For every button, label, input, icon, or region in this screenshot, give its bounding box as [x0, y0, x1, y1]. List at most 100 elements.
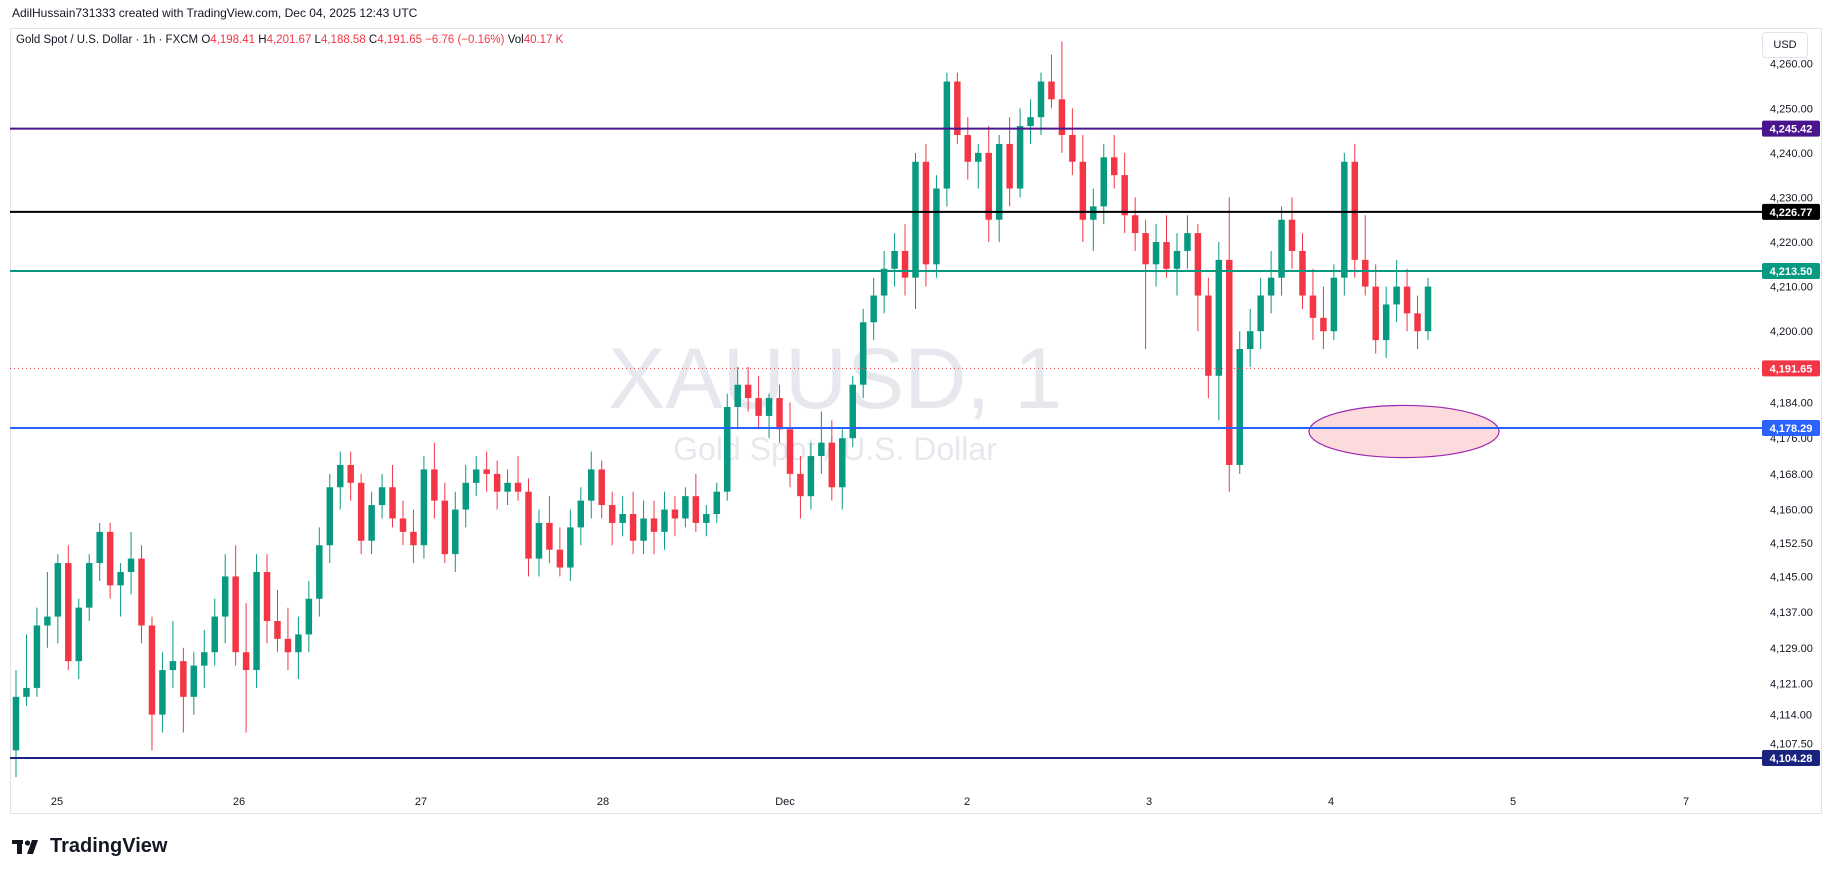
y-tick-label: 4,230.00: [1770, 192, 1813, 204]
candle-body: [1267, 277, 1275, 296]
tradingview-logo-icon: [12, 839, 38, 854]
candle-body: [713, 491, 721, 515]
x-tick-label: 4: [1328, 796, 1334, 808]
symbol-legend: Gold Spot / U.S. Dollar · 1h · FXCM O 4,1…: [16, 34, 563, 46]
candle-body: [661, 509, 668, 532]
candle-body: [295, 634, 302, 653]
candle-body: [1079, 161, 1087, 220]
candle-body: [504, 482, 511, 492]
candle-body: [305, 598, 313, 635]
candle-body: [744, 384, 752, 399]
candle-body: [441, 500, 449, 555]
level-price-label: 4,226.77: [1770, 207, 1813, 219]
close-value: 4,191.65: [377, 34, 422, 46]
y-tick-label: 4,210.00: [1770, 282, 1813, 294]
candle-body: [96, 531, 103, 564]
candle-body: [912, 161, 919, 278]
candle-body: [1069, 135, 1076, 162]
candle-body: [1215, 259, 1223, 376]
candle-body: [525, 491, 532, 559]
candle-body: [242, 652, 250, 671]
y-tick-label: 4,152.50: [1770, 538, 1813, 550]
y-tick-label: 4,200.00: [1770, 326, 1813, 338]
candle-body: [44, 616, 51, 626]
candle-body: [556, 549, 564, 568]
symbol-name[interactable]: Gold Spot / U.S. Dollar · 1h · FXCM: [16, 34, 199, 46]
x-tick-label: 25: [51, 796, 63, 808]
candle-body: [221, 576, 229, 617]
candle-body: [106, 531, 114, 586]
candle-body: [954, 81, 961, 136]
candle-body: [650, 518, 658, 532]
candle-body: [201, 652, 208, 666]
candle-body: [619, 514, 626, 523]
candle-body: [514, 482, 522, 492]
candle-body: [1424, 286, 1432, 332]
candle-body: [901, 250, 909, 278]
candle-body: [818, 442, 825, 457]
high-label: H: [258, 34, 267, 46]
candle-body: [535, 522, 543, 559]
candle-body: [985, 152, 992, 220]
candle-body: [1382, 304, 1390, 341]
candle-body: [316, 545, 323, 599]
candle-body: [1351, 161, 1359, 260]
candle-body: [347, 464, 354, 483]
tradingview-brand[interactable]: TradingView: [12, 835, 167, 858]
highlight-ellipse: [1308, 404, 1500, 459]
candle-body: [211, 616, 218, 653]
level-price-badge: [1762, 120, 1820, 137]
candle-body: [12, 696, 20, 751]
candle-body: [1299, 250, 1306, 296]
candle-body: [828, 442, 836, 488]
level-price-label: 4,213.50: [1770, 266, 1813, 278]
y-tick-label: 4,168.00: [1770, 469, 1813, 481]
candle-body: [1403, 286, 1411, 314]
chart-credit: AdilHussain731333 created with TradingVi…: [12, 6, 418, 20]
candle-body: [692, 496, 700, 523]
x-tick-label: 3: [1146, 796, 1152, 808]
candle-body: [1152, 242, 1160, 265]
last-price-badge: [1762, 360, 1820, 377]
candle-body: [1184, 233, 1191, 251]
candle-body: [159, 670, 166, 715]
candle-body: [336, 464, 344, 488]
candle-body: [452, 509, 459, 555]
currency-selector[interactable]: USD: [1762, 32, 1808, 58]
candle-body: [1163, 242, 1170, 269]
candle-body: [786, 429, 794, 474]
candle-body: [431, 469, 438, 501]
y-tick-label: 4,121.00: [1770, 678, 1813, 690]
x-tick-label: 5: [1510, 796, 1516, 808]
candle-body: [85, 563, 93, 608]
candle-body: [1246, 331, 1254, 350]
candle-body: [410, 531, 417, 546]
open-label: O: [201, 34, 211, 46]
level-price-badge: [1762, 420, 1820, 437]
candle-body: [964, 135, 972, 162]
y-tick-label: 4,220.00: [1770, 237, 1813, 249]
candle-body: [870, 295, 877, 323]
candle-body: [190, 665, 198, 697]
candle-body: [640, 518, 647, 541]
candle-body: [598, 469, 605, 506]
candle-body: [1226, 259, 1233, 465]
y-tick-label: 4,260.00: [1770, 59, 1813, 71]
y-tick-label: 4,107.50: [1770, 739, 1813, 751]
last-price-label: 4,191.65: [1770, 363, 1813, 375]
candle-body: [1142, 233, 1149, 265]
candle-body: [629, 514, 637, 541]
candle-body: [933, 188, 940, 265]
high-value: 4,201.67: [266, 34, 312, 46]
candle-body: [1278, 219, 1285, 278]
volume-value: 40.17 K: [523, 34, 564, 46]
brand-name: TradingView: [50, 835, 168, 857]
candle-body: [253, 571, 260, 671]
candle-body: [399, 518, 407, 532]
candle-body: [975, 152, 982, 162]
candle-body: [1037, 81, 1045, 118]
candle-body: [1372, 286, 1379, 341]
candle-body: [765, 398, 773, 416]
x-tick-label: 7: [1683, 796, 1689, 808]
